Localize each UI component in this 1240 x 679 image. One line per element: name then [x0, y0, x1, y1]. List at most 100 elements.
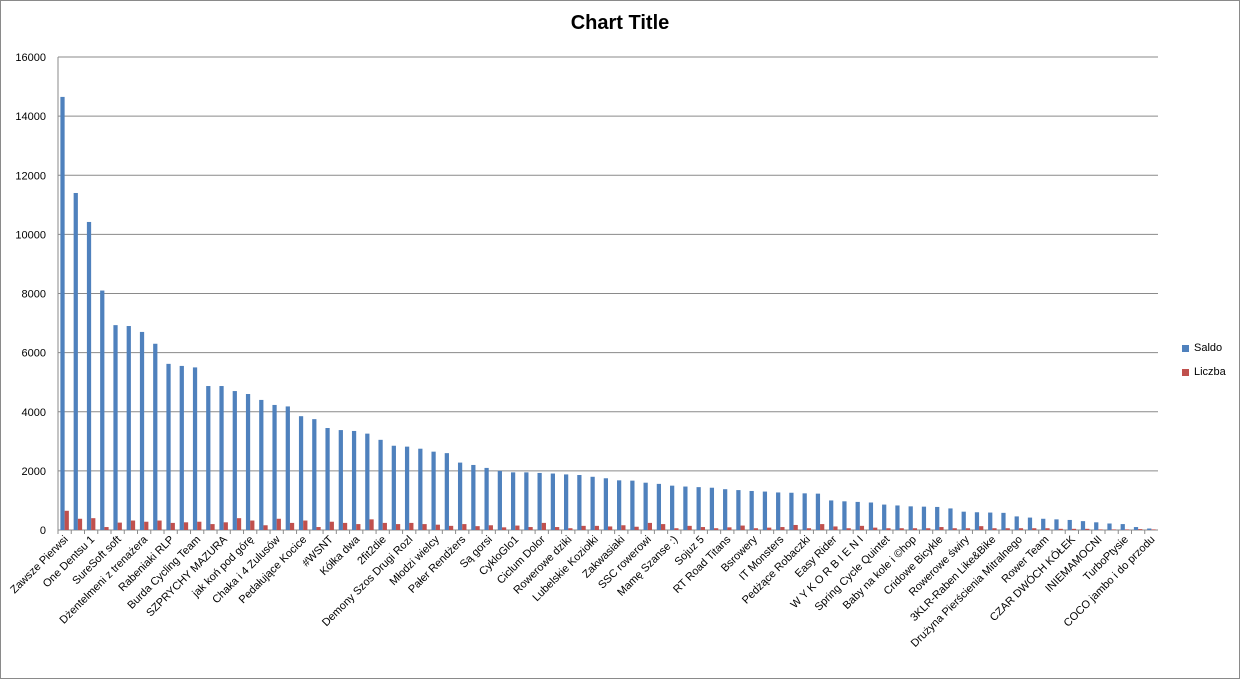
bar-saldo — [1041, 518, 1046, 530]
bar-liczba — [594, 525, 599, 530]
bar-saldo — [86, 221, 92, 531]
bar-saldo — [762, 491, 768, 530]
bar-saldo — [537, 472, 542, 530]
bar-saldo — [590, 476, 595, 530]
bar-liczba — [541, 522, 546, 530]
bar-liczba — [952, 528, 957, 530]
bar-saldo — [272, 404, 277, 530]
bar-saldo — [723, 489, 728, 530]
bar-liczba — [979, 526, 984, 530]
bar-liczba — [846, 528, 851, 530]
bar-saldo — [815, 493, 821, 530]
bar-saldo — [696, 487, 701, 530]
bar-liczba — [753, 528, 759, 530]
bar-liczba — [1058, 528, 1063, 530]
y-tick-label: 2000 — [22, 466, 46, 478]
bar-saldo — [404, 446, 410, 530]
bar-liczba — [130, 520, 136, 530]
bar-saldo — [868, 502, 874, 530]
bar-liczba — [236, 518, 242, 530]
bar-saldo — [298, 416, 304, 530]
bar-liczba — [117, 522, 122, 530]
bar-liczba — [634, 526, 639, 530]
bar-liczba — [170, 522, 175, 530]
bar-saldo — [1107, 523, 1112, 530]
bar-saldo — [829, 500, 834, 530]
legend-swatch-liczba — [1182, 368, 1189, 376]
bar-saldo — [113, 325, 118, 530]
bar-liczba — [501, 527, 507, 530]
bar-liczba — [806, 528, 812, 530]
bar-liczba — [1045, 528, 1050, 530]
bar-liczba — [369, 519, 374, 530]
bar-saldo — [484, 467, 489, 530]
bar-liczba — [926, 528, 931, 530]
bar-liczba — [859, 525, 865, 530]
bar-liczba — [767, 527, 772, 530]
bar-saldo — [192, 367, 198, 530]
bar-liczba — [833, 526, 838, 530]
bar-liczba — [356, 524, 361, 530]
bar-liczba — [1032, 528, 1037, 530]
bar-liczba — [608, 526, 613, 530]
bar-saldo — [908, 506, 913, 530]
legend-label-liczba: Liczba — [1194, 366, 1226, 378]
bar-liczba — [1005, 528, 1010, 530]
bar-saldo — [378, 439, 383, 530]
bar-liczba — [422, 524, 427, 530]
bar-saldo — [1147, 528, 1152, 530]
bar-liczba — [183, 522, 189, 530]
bar-liczba — [873, 527, 878, 530]
y-tick-label: 16000 — [15, 52, 46, 64]
bar-liczba — [329, 521, 334, 530]
bar-saldo — [232, 391, 237, 530]
bar-saldo — [1014, 516, 1019, 530]
bar-saldo — [974, 512, 980, 530]
bar-saldo — [988, 512, 993, 530]
bar-saldo — [855, 501, 860, 530]
bar-liczba — [64, 510, 69, 530]
bar-saldo — [524, 472, 529, 530]
bar-saldo — [921, 506, 927, 530]
bar-liczba — [886, 528, 891, 530]
bar-saldo — [1080, 521, 1086, 530]
bar-saldo — [285, 406, 290, 530]
y-tick-label: 12000 — [15, 170, 46, 182]
bar-liczba — [700, 527, 706, 530]
legend-swatch-saldo — [1182, 344, 1189, 352]
bar-saldo — [510, 472, 516, 530]
bar-liczba — [992, 528, 997, 530]
bar-saldo — [259, 399, 264, 530]
y-tick-label: 8000 — [22, 289, 46, 301]
bar-saldo — [935, 506, 940, 530]
bar-saldo — [1094, 522, 1099, 530]
bar-liczba — [912, 528, 918, 530]
bar-liczba — [250, 520, 255, 530]
bar-saldo — [882, 504, 887, 530]
bar-liczba — [197, 521, 202, 530]
bar-liczba — [488, 525, 493, 530]
bar-saldo — [100, 290, 105, 530]
bar-liczba — [435, 524, 440, 530]
bar-saldo — [325, 428, 330, 530]
bar-saldo — [789, 492, 794, 530]
bar-liczba — [263, 525, 268, 530]
bar-liczba — [965, 528, 971, 530]
bar-liczba — [515, 525, 520, 530]
bar-liczba — [409, 522, 414, 530]
bar-liczba — [714, 528, 719, 530]
bar-saldo — [60, 96, 65, 531]
bar-saldo — [1133, 527, 1139, 530]
bar-liczba — [1138, 529, 1143, 530]
bar-saldo — [1001, 512, 1006, 530]
bar-saldo — [391, 445, 396, 530]
bar-saldo — [497, 470, 502, 530]
bar-saldo — [1067, 519, 1072, 530]
bar-saldo — [431, 451, 436, 530]
bar-saldo — [736, 490, 741, 530]
bar-liczba — [1085, 528, 1090, 530]
bar-liczba — [1098, 529, 1103, 530]
legend-label-saldo: Saldo — [1194, 342, 1223, 354]
bar-saldo — [630, 480, 635, 530]
